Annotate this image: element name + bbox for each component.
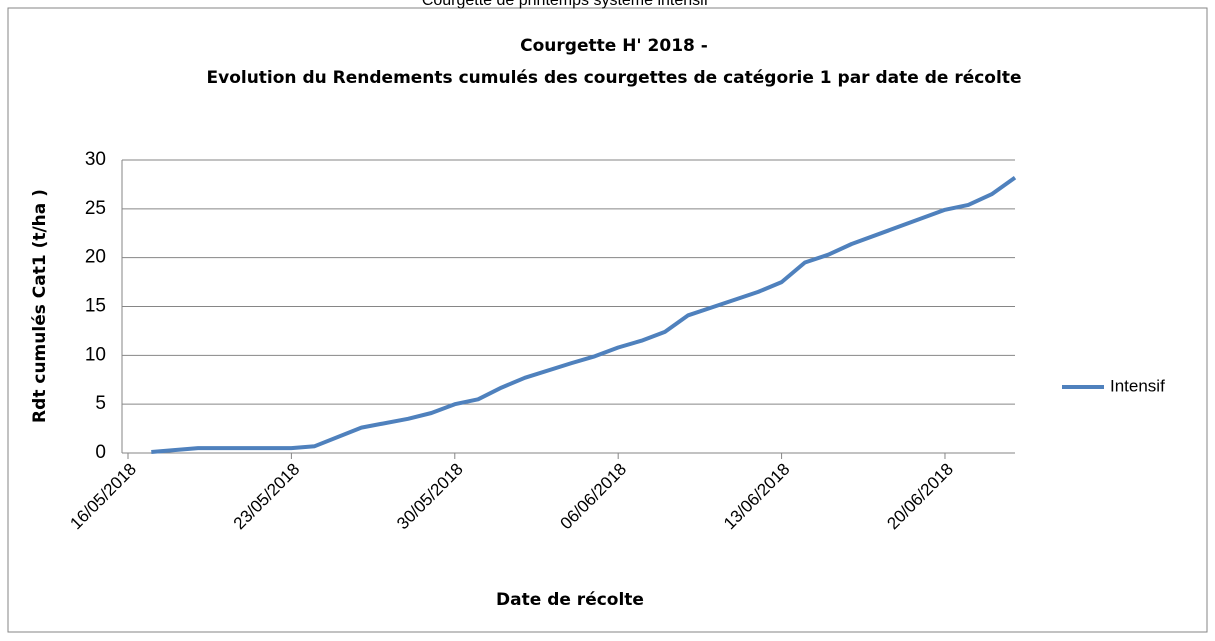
y-tick-label: 30 <box>85 149 106 170</box>
legend-label: Intensif <box>1110 376 1165 395</box>
series-line <box>151 175 1017 454</box>
page-caption: Courgette de printemps système intensif <box>422 0 709 9</box>
y-tick-label: 5 <box>95 393 106 414</box>
x-axis-label: Date de récolte <box>496 590 644 610</box>
chart-title: Courgette H' 2018 - <box>520 36 708 56</box>
y-tick-label: 15 <box>85 296 106 317</box>
y-tick-label: 25 <box>85 198 106 219</box>
chart-subtitle: Evolution du Rendements cumulés des cour… <box>207 68 1022 88</box>
y-tick-label: 20 <box>85 247 106 268</box>
y-tick-label: 0 <box>95 442 106 463</box>
y-tick-label: 10 <box>85 344 106 365</box>
chart-frame <box>7 7 1208 633</box>
y-axis-label: Rdt cumulés Cat1 (t/ha ) <box>30 189 50 423</box>
